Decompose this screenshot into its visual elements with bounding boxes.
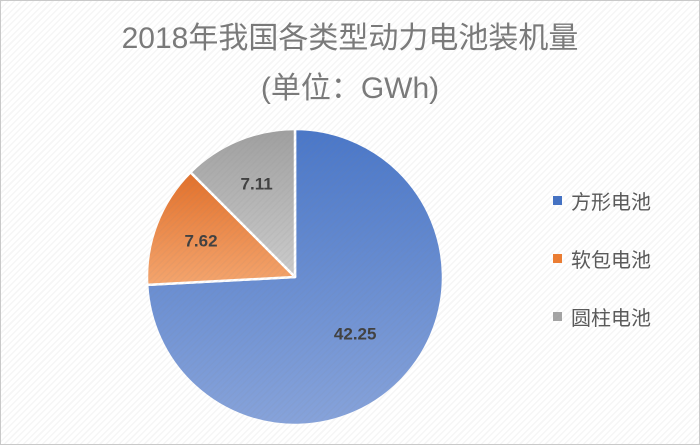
chart-title: 2018年我国各类型动力电池装机量 (单位：GWh) — [1, 14, 699, 114]
pie-label-prismatic: 42.25 — [334, 325, 377, 344]
legend-marker-gray-icon — [553, 311, 562, 321]
pie-label-pouch: 7.62 — [184, 231, 217, 250]
pie-slice-pouch — [145, 170, 297, 287]
legend: 方形电池 软包电池 圆柱电池 — [553, 189, 651, 363]
legend-item-cylindrical: 圆柱电池 — [553, 305, 651, 330]
chart-title-line1: 2018年我国各类型动力电池装机量 — [121, 22, 579, 55]
legend-label-pouch: 软包电池 — [571, 249, 651, 272]
legend-marker-orange-icon — [553, 253, 562, 263]
chart-title-subtitle: (单位：GWh) — [260, 72, 440, 105]
legend-label-cylindrical: 圆柱电池 — [571, 307, 651, 330]
legend-label-prismatic: 方形电池 — [571, 191, 651, 214]
legend-marker-blue-icon — [553, 195, 562, 205]
pie-slice-cylindrical — [189, 127, 297, 279]
legend-item-prismatic: 方形电池 — [553, 189, 651, 214]
legend-item-pouch: 软包电池 — [553, 247, 651, 272]
pie-label-cylindrical: 7.11 — [241, 175, 273, 194]
